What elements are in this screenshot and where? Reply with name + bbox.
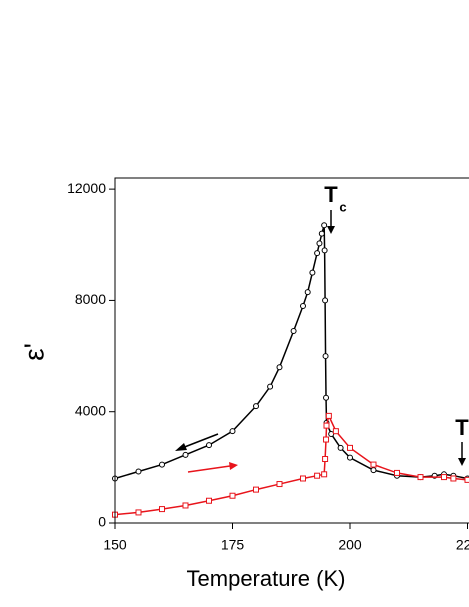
series-line bbox=[114, 225, 468, 480]
marker bbox=[229, 428, 236, 435]
y-tick-label: 4000 bbox=[75, 402, 106, 418]
marker bbox=[323, 422, 330, 429]
marker bbox=[314, 250, 321, 257]
marker bbox=[182, 502, 189, 509]
x-tick-label: 150 bbox=[103, 537, 127, 553]
marker bbox=[300, 475, 306, 482]
series-line bbox=[114, 413, 468, 516]
marker bbox=[314, 472, 321, 479]
plot-frame bbox=[114, 177, 469, 524]
y-tick-label: 8000 bbox=[75, 291, 106, 307]
marker bbox=[332, 428, 339, 435]
marker bbox=[323, 436, 330, 443]
marker bbox=[321, 247, 328, 254]
marker bbox=[370, 461, 377, 468]
marker bbox=[322, 353, 329, 360]
marker bbox=[276, 481, 283, 488]
annotation: T bbox=[455, 415, 469, 440]
marker bbox=[253, 403, 259, 410]
marker bbox=[337, 444, 344, 451]
marker bbox=[182, 451, 189, 458]
marker bbox=[450, 475, 457, 482]
marker bbox=[267, 383, 274, 390]
marker bbox=[206, 442, 212, 449]
marker bbox=[347, 454, 353, 461]
marker bbox=[290, 328, 297, 335]
marker bbox=[159, 461, 165, 468]
y-tick-label: 12000 bbox=[67, 180, 106, 196]
marker bbox=[309, 269, 316, 276]
marker bbox=[159, 506, 165, 513]
marker bbox=[347, 444, 353, 451]
annotation: T bbox=[324, 182, 338, 207]
marker bbox=[394, 469, 400, 476]
marker bbox=[321, 471, 328, 478]
x-tick-label: 225 bbox=[456, 537, 469, 553]
marker bbox=[316, 240, 323, 247]
y-tick-label: 0 bbox=[98, 514, 106, 530]
marker bbox=[318, 230, 325, 237]
x-tick-label: 175 bbox=[221, 537, 245, 553]
marker bbox=[276, 364, 283, 371]
x-axis-label: Temperature (K) bbox=[187, 566, 346, 591]
marker bbox=[253, 486, 259, 493]
marker bbox=[323, 394, 330, 401]
marker bbox=[229, 492, 236, 499]
marker bbox=[135, 468, 142, 475]
marker bbox=[321, 222, 328, 229]
marker bbox=[304, 289, 311, 296]
marker bbox=[441, 474, 447, 481]
arrows bbox=[175, 210, 466, 473]
marker bbox=[206, 497, 212, 504]
marker bbox=[417, 474, 424, 481]
marker bbox=[322, 297, 329, 304]
marker bbox=[300, 302, 306, 309]
marker bbox=[135, 509, 142, 516]
annotation-subscript: c bbox=[339, 199, 346, 214]
plot-area bbox=[112, 222, 469, 518]
marker bbox=[325, 412, 332, 419]
y-axis-label: ε' bbox=[18, 343, 49, 361]
marker bbox=[322, 456, 329, 463]
marker bbox=[370, 467, 377, 474]
marker bbox=[464, 476, 469, 483]
x-tick-label: 200 bbox=[338, 537, 362, 553]
